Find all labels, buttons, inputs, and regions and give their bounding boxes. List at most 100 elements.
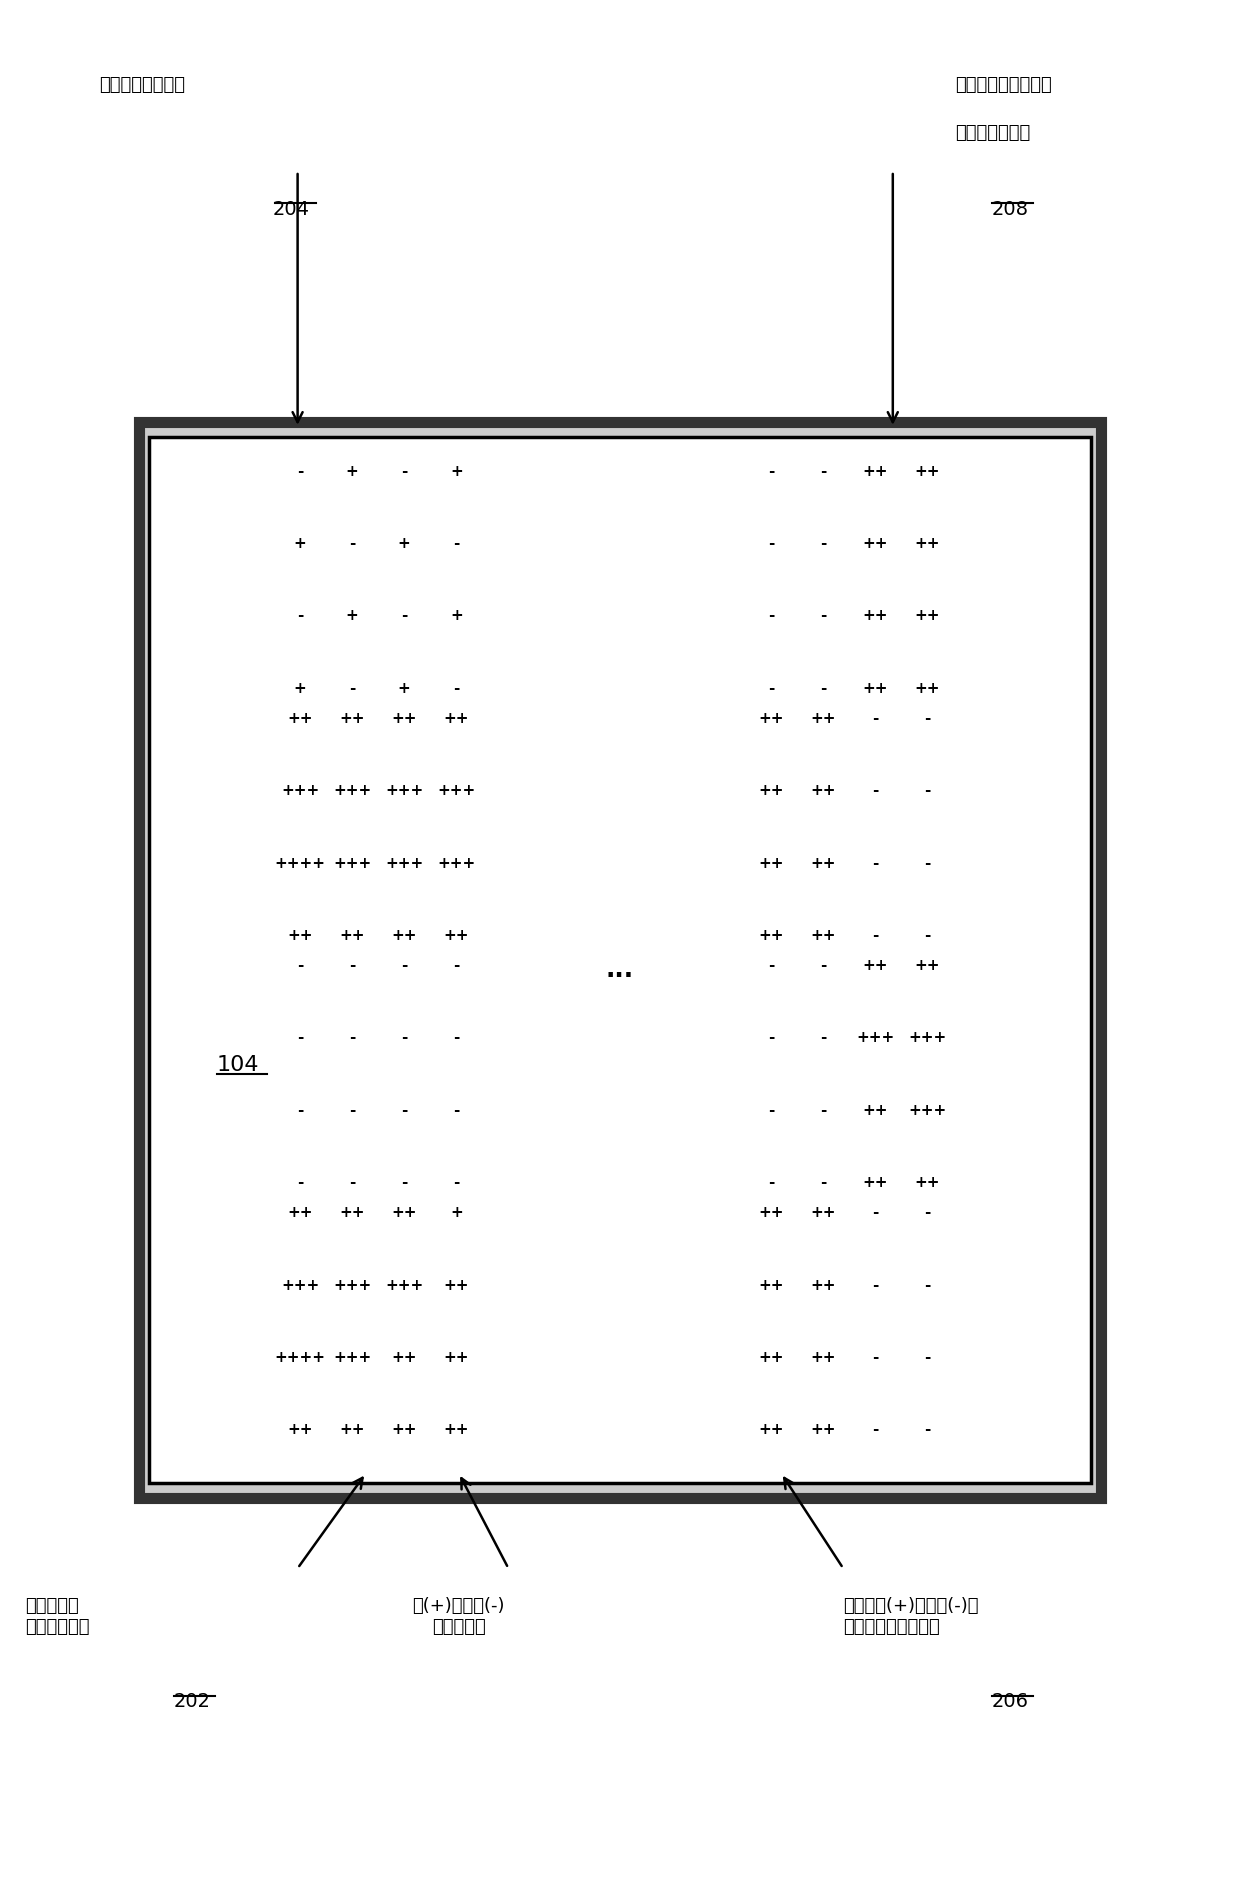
Text: -: -: [296, 1030, 304, 1046]
Text: +: +: [294, 681, 306, 696]
Text: -: -: [296, 958, 304, 973]
Text: ++: ++: [811, 1205, 836, 1220]
Text: ++: ++: [863, 464, 888, 479]
Text: -: -: [768, 958, 775, 973]
Text: +++: +++: [386, 783, 423, 798]
Text: ++: ++: [340, 1422, 365, 1437]
Text: -: -: [924, 928, 931, 943]
Text: ++: ++: [444, 1350, 469, 1365]
Text: ++: ++: [759, 928, 784, 943]
Text: ++: ++: [811, 783, 836, 798]
Text: ++: ++: [811, 1422, 836, 1437]
Text: +++: +++: [909, 1030, 946, 1046]
Text: ++: ++: [444, 711, 469, 726]
Text: -: -: [872, 1205, 879, 1220]
Text: -: -: [296, 1175, 304, 1190]
Text: -: -: [348, 1030, 356, 1046]
Text: ++: ++: [288, 1422, 312, 1437]
FancyBboxPatch shape: [139, 422, 1101, 1498]
Text: +: +: [450, 608, 463, 624]
Text: 定制的靶向
易位检测探针: 定制的靶向 易位检测探针: [25, 1597, 89, 1635]
Text: ++: ++: [392, 1350, 417, 1365]
Text: 208: 208: [992, 200, 1029, 219]
Text: ++: ++: [340, 711, 365, 726]
Text: -: -: [296, 608, 304, 624]
Text: ++: ++: [811, 1350, 836, 1365]
Text: ++: ++: [759, 1350, 784, 1365]
Text: 204: 204: [273, 200, 310, 219]
Text: -: -: [872, 783, 879, 798]
Text: -: -: [401, 1175, 408, 1190]
Text: ++: ++: [392, 928, 417, 943]
Text: 基因组主链探针: 基因组主链探针: [955, 124, 1030, 141]
Text: -: -: [401, 1103, 408, 1118]
Text: +++: +++: [438, 783, 475, 798]
Text: ++: ++: [288, 1205, 312, 1220]
Text: ++: ++: [759, 855, 784, 871]
Text: 定制的正(+)链和负(-)链
拷贝数变化检测探针: 定制的正(+)链和负(-)链 拷贝数变化检测探针: [843, 1597, 978, 1635]
Text: ++++: ++++: [274, 855, 326, 871]
Text: -: -: [924, 1205, 931, 1220]
Text: -: -: [924, 1277, 931, 1293]
Text: -: -: [453, 1103, 460, 1118]
Text: -: -: [924, 1350, 931, 1365]
Text: ++: ++: [811, 1277, 836, 1293]
Text: -: -: [872, 1350, 879, 1365]
Text: +++: +++: [281, 783, 319, 798]
Text: +: +: [398, 536, 410, 551]
Text: +++: +++: [857, 1030, 894, 1046]
Text: -: -: [768, 1103, 775, 1118]
Text: -: -: [768, 681, 775, 696]
Text: ++: ++: [288, 711, 312, 726]
Text: -: -: [768, 464, 775, 479]
Text: -: -: [872, 928, 879, 943]
Text: -: -: [401, 608, 408, 624]
Text: +++: +++: [386, 1277, 423, 1293]
Text: ++: ++: [811, 711, 836, 726]
Text: ++: ++: [863, 608, 888, 624]
Text: ++: ++: [444, 1422, 469, 1437]
Text: -: -: [820, 1175, 827, 1190]
Text: -: -: [820, 681, 827, 696]
Text: ++: ++: [759, 1277, 784, 1293]
Text: +++: +++: [438, 855, 475, 871]
Text: -: -: [348, 681, 356, 696]
Text: +++: +++: [334, 1277, 371, 1293]
Text: ++: ++: [863, 1103, 888, 1118]
Text: +++: +++: [386, 855, 423, 871]
Text: -: -: [453, 958, 460, 973]
Text: -: -: [401, 1030, 408, 1046]
Text: ++: ++: [915, 1175, 940, 1190]
Text: -: -: [924, 783, 931, 798]
Text: 206: 206: [992, 1692, 1029, 1711]
Text: -: -: [872, 711, 879, 726]
Text: ++: ++: [759, 1205, 784, 1220]
Text: 伴侣基因检测探针: 伴侣基因检测探针: [99, 76, 185, 93]
Text: ...: ...: [606, 958, 634, 981]
Text: -: -: [453, 1030, 460, 1046]
Text: ++: ++: [915, 464, 940, 479]
Text: ++: ++: [915, 681, 940, 696]
Text: -: -: [820, 536, 827, 551]
Text: ++: ++: [444, 1277, 469, 1293]
Text: -: -: [768, 1030, 775, 1046]
Text: +: +: [346, 464, 358, 479]
Text: ++: ++: [811, 928, 836, 943]
Text: -: -: [453, 1175, 460, 1190]
FancyBboxPatch shape: [149, 437, 1091, 1483]
Text: +: +: [450, 1205, 463, 1220]
Text: +++: +++: [334, 783, 371, 798]
Text: ++: ++: [863, 1175, 888, 1190]
Text: ++++: ++++: [274, 1350, 326, 1365]
Text: +: +: [450, 464, 463, 479]
Text: -: -: [768, 608, 775, 624]
Text: ++: ++: [863, 958, 888, 973]
Text: ++: ++: [915, 608, 940, 624]
Text: -: -: [348, 536, 356, 551]
Text: -: -: [820, 464, 827, 479]
Text: -: -: [296, 1103, 304, 1118]
Text: -: -: [820, 1103, 827, 1118]
Text: -: -: [924, 855, 931, 871]
Text: -: -: [820, 958, 827, 973]
Text: -: -: [401, 958, 408, 973]
